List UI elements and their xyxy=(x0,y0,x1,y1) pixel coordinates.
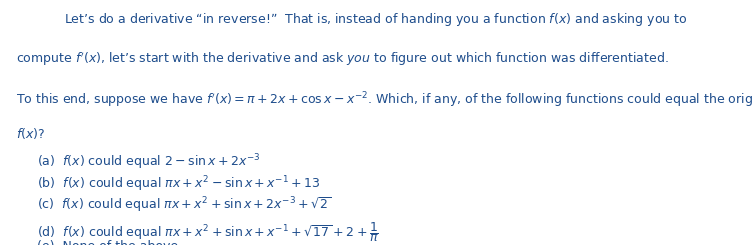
Text: compute $f'(x)$, let’s start with the derivative and ask $\mathit{you}$ to figur: compute $f'(x)$, let’s start with the de… xyxy=(17,50,669,68)
Text: Let’s do a derivative “in reverse!”  That is, instead of handing you a function : Let’s do a derivative “in reverse!” That… xyxy=(64,11,688,28)
Text: $f(x)$?: $f(x)$? xyxy=(17,126,46,141)
Text: (c)  $f(x)$ could equal $\pi x + x^2 + \sin x + 2x^{-3} + \sqrt{2}$: (c) $f(x)$ could equal $\pi x + x^2 + \s… xyxy=(37,196,332,215)
Text: (e)  None of the above: (e) None of the above xyxy=(37,240,178,245)
Text: (a)  $f(x)$ could equal $2 - \sin x + 2x^{-3}$: (a) $f(x)$ could equal $2 - \sin x + 2x^… xyxy=(37,152,260,172)
Text: (b)  $f(x)$ could equal $\pi x + x^2 - \sin x + x^{-1} + 13$: (b) $f(x)$ could equal $\pi x + x^2 - \s… xyxy=(37,174,320,194)
Text: To this end, suppose we have $f'(x) = \pi + 2x + \cos x - x^{-2}$. Which, if any: To this end, suppose we have $f'(x) = \p… xyxy=(17,90,752,110)
Text: (d)  $f(x)$ could equal $\pi x + x^2 + \sin x + x^{-1} + \sqrt{17} + 2 + \dfrac{: (d) $f(x)$ could equal $\pi x + x^2 + \s… xyxy=(37,220,379,244)
